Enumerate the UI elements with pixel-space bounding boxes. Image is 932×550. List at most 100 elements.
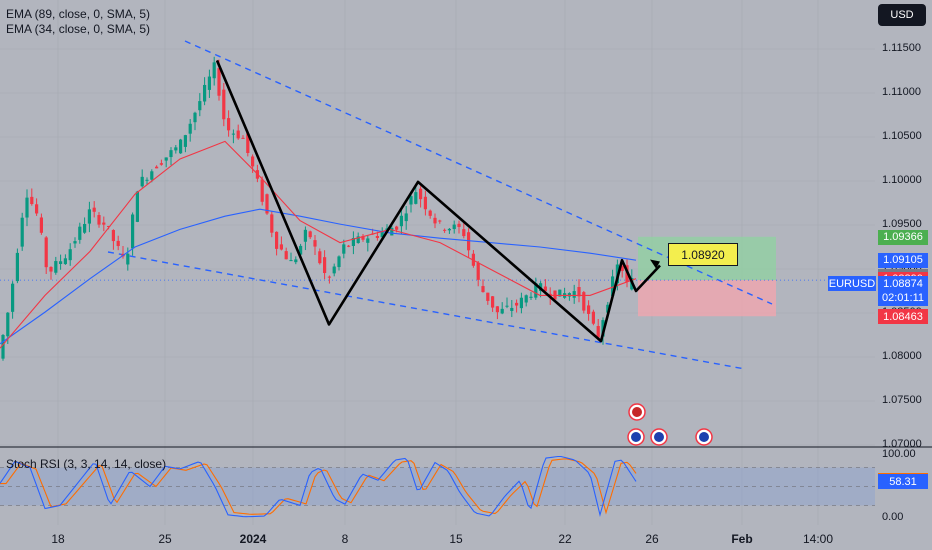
candle-body [543, 286, 547, 292]
candle-body [97, 215, 101, 225]
candle-body [188, 123, 192, 134]
time-tick-label: 26 [645, 532, 659, 546]
candle-body [409, 196, 413, 205]
candle-body [505, 305, 509, 307]
candle-body [135, 191, 139, 222]
candle-body [207, 76, 211, 90]
candle-body [366, 238, 370, 243]
price-tick-label: 1.11500 [882, 42, 921, 54]
candle-body [524, 295, 528, 303]
candle-body [289, 260, 293, 262]
candle-body [155, 166, 159, 169]
stoch-value-tag: 58.31 [878, 474, 928, 490]
candle-body [495, 306, 499, 313]
candle-body [260, 179, 264, 202]
candle-body [150, 171, 154, 180]
candle-body [183, 135, 187, 147]
candle-body [126, 253, 130, 265]
candle-body [78, 226, 82, 240]
legend-ema-89[interactable]: EMA (89, close, 0, SMA, 5) [6, 7, 151, 21]
zigzag-pattern [215, 59, 661, 343]
price-tick-label: 1.11000 [882, 86, 921, 98]
candle-body [294, 259, 298, 263]
candle-body [270, 214, 274, 233]
candle-body [246, 133, 250, 153]
candle-body [620, 266, 624, 271]
price-tag: 1.08463 [878, 309, 928, 325]
candle-body [438, 220, 442, 222]
candle-body [395, 226, 399, 230]
candle-body [20, 217, 24, 247]
candle-body [83, 223, 87, 233]
candle-body [73, 241, 77, 244]
currency-button[interactable]: USD [878, 4, 926, 26]
candle-body [587, 305, 591, 314]
zigzag-arrowhead [650, 259, 660, 269]
candle-body [577, 287, 581, 297]
candle-body [500, 308, 504, 314]
candle-body [423, 196, 427, 210]
event-flag-icon-inner [632, 407, 642, 417]
stoch-tick-label: 100.00 [882, 448, 916, 460]
candle-body [275, 231, 279, 249]
time-tick-label: 14:00 [802, 532, 834, 546]
candle-body [486, 292, 490, 301]
channel-upper [184, 40, 773, 305]
candle-body [457, 223, 461, 227]
candle-body [111, 230, 115, 242]
candle-body [443, 229, 447, 231]
stop-zone [638, 280, 776, 317]
candle-body [447, 228, 451, 231]
price-tag: 1.09366 [878, 229, 928, 245]
candle-body [351, 238, 355, 246]
candle-body [419, 188, 423, 200]
candle-body [116, 240, 120, 247]
stoch-d-line [0, 458, 637, 515]
candle-body [491, 296, 495, 308]
candle-body [591, 311, 595, 324]
stoch-tick-label: 0.00 [882, 511, 904, 523]
candle-body [462, 229, 466, 237]
candle-body [327, 276, 331, 278]
candle-body [231, 133, 235, 135]
candle-body [164, 157, 168, 161]
candle-body [1, 335, 5, 359]
candle-body [347, 245, 351, 247]
candle-body [558, 289, 562, 297]
price-tag: 1.09105 [878, 252, 928, 268]
legend-ema-34[interactable]: EMA (34, close, 0, SMA, 5) [6, 22, 151, 36]
target-price-callout[interactable]: 1.08920 [668, 243, 738, 266]
event-flag-icon-inner [699, 432, 709, 442]
price-tick-label: 1.09500 [882, 218, 922, 230]
candle-body [375, 236, 379, 238]
candle-body [582, 292, 586, 311]
candle-body [390, 227, 394, 236]
legend-stoch-rsi[interactable]: Stoch RSI (3, 3, 14, 14, close) [6, 457, 167, 471]
time-tick-label: 8 [341, 532, 349, 546]
candle-body [193, 112, 197, 123]
time-tick-label: 22 [558, 532, 572, 546]
candle-body [515, 302, 519, 306]
candle-body [63, 258, 67, 265]
price-tick-label: 1.10500 [882, 130, 922, 142]
candle-body [159, 163, 163, 165]
candle-body [198, 101, 202, 111]
candle-body [342, 244, 346, 254]
candle-body [534, 283, 538, 298]
candle-body [11, 283, 15, 312]
event-flag-icon-inner [654, 432, 664, 442]
candle-body [15, 252, 19, 282]
candle-body [241, 137, 245, 139]
candle-body [519, 297, 523, 309]
candle-body [39, 217, 43, 233]
time-tick-label: 2024 [239, 532, 267, 546]
ema-89-line [0, 208, 637, 345]
event-flag-icon-inner [631, 432, 641, 442]
candle-body [174, 147, 178, 151]
candle-body [510, 307, 514, 311]
candle-body [572, 291, 576, 298]
candle-body [68, 249, 72, 261]
time-tick-label: Feb [731, 532, 753, 546]
